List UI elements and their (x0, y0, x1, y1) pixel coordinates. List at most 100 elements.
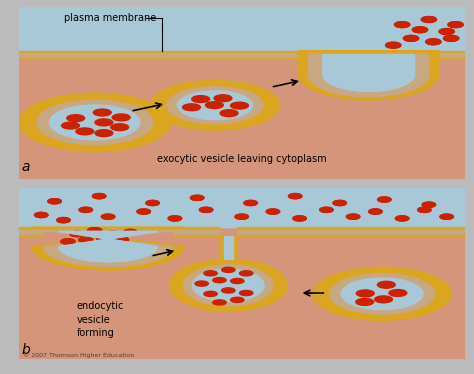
Circle shape (19, 93, 171, 151)
Circle shape (97, 243, 111, 249)
Polygon shape (59, 232, 157, 262)
Circle shape (293, 216, 306, 221)
Bar (19, 187, 465, 227)
Circle shape (358, 77, 374, 83)
Circle shape (67, 115, 85, 122)
Polygon shape (323, 55, 414, 91)
Circle shape (123, 229, 137, 235)
Bar (19, 7, 465, 51)
Circle shape (93, 109, 111, 116)
Circle shape (403, 36, 419, 41)
Bar (19, 51, 306, 59)
Circle shape (70, 231, 84, 237)
Text: vesicle: vesicle (77, 315, 110, 325)
Circle shape (35, 212, 48, 218)
Circle shape (239, 271, 253, 276)
Circle shape (213, 278, 226, 283)
Circle shape (37, 100, 153, 145)
Circle shape (204, 291, 217, 297)
Circle shape (137, 209, 150, 214)
Bar (431, 53, 465, 57)
Circle shape (395, 216, 409, 221)
Circle shape (395, 216, 409, 221)
Circle shape (111, 124, 128, 131)
Bar (224, 236, 233, 259)
Circle shape (150, 80, 280, 130)
Circle shape (394, 22, 410, 28)
Circle shape (378, 197, 391, 202)
Circle shape (381, 70, 397, 76)
Circle shape (376, 76, 392, 82)
Circle shape (354, 62, 370, 68)
Circle shape (105, 231, 119, 237)
Circle shape (88, 228, 102, 233)
Ellipse shape (183, 265, 273, 306)
Circle shape (230, 297, 244, 303)
Circle shape (426, 39, 441, 45)
Polygon shape (32, 227, 184, 270)
Circle shape (48, 199, 61, 204)
Circle shape (356, 290, 374, 297)
Text: © 2007 Thomson Higher Education: © 2007 Thomson Higher Education (23, 353, 135, 358)
Circle shape (97, 243, 111, 249)
Circle shape (79, 237, 93, 243)
Circle shape (168, 216, 182, 221)
Circle shape (76, 128, 94, 135)
Circle shape (57, 218, 70, 223)
Circle shape (70, 231, 84, 237)
Circle shape (244, 200, 257, 206)
Circle shape (354, 62, 370, 68)
Circle shape (119, 244, 133, 249)
Circle shape (230, 102, 248, 109)
Circle shape (341, 278, 423, 310)
Circle shape (369, 209, 382, 214)
Circle shape (378, 197, 391, 202)
Polygon shape (323, 55, 414, 91)
Circle shape (421, 16, 437, 22)
Bar (173, 227, 219, 236)
Circle shape (192, 96, 210, 102)
Circle shape (61, 239, 75, 244)
Circle shape (74, 244, 89, 249)
Circle shape (146, 200, 159, 206)
Circle shape (95, 130, 113, 137)
Circle shape (376, 76, 392, 82)
Circle shape (381, 70, 397, 76)
Circle shape (448, 22, 463, 28)
Circle shape (390, 65, 406, 71)
Circle shape (230, 278, 244, 283)
Circle shape (214, 95, 232, 102)
Circle shape (444, 36, 459, 41)
Circle shape (439, 28, 454, 34)
Circle shape (377, 281, 395, 288)
Circle shape (105, 231, 119, 237)
Circle shape (412, 27, 428, 33)
Bar (19, 227, 44, 236)
Text: forming: forming (77, 328, 115, 338)
Circle shape (363, 68, 379, 74)
Bar (220, 236, 237, 259)
Circle shape (48, 199, 61, 204)
Circle shape (168, 216, 182, 221)
Circle shape (336, 65, 352, 71)
Circle shape (79, 207, 92, 212)
Circle shape (333, 200, 346, 206)
Polygon shape (32, 227, 184, 270)
Circle shape (195, 281, 209, 286)
Polygon shape (299, 51, 438, 100)
Circle shape (329, 274, 435, 314)
Circle shape (235, 214, 248, 219)
Polygon shape (44, 231, 173, 266)
Circle shape (372, 61, 388, 67)
Circle shape (293, 216, 306, 221)
Bar (19, 7, 465, 51)
Circle shape (49, 105, 140, 140)
Circle shape (79, 207, 92, 212)
Circle shape (235, 214, 248, 219)
Text: a: a (21, 160, 30, 174)
Circle shape (412, 27, 428, 33)
Circle shape (79, 237, 93, 243)
Circle shape (346, 214, 360, 219)
Ellipse shape (169, 259, 287, 312)
Circle shape (61, 239, 75, 244)
